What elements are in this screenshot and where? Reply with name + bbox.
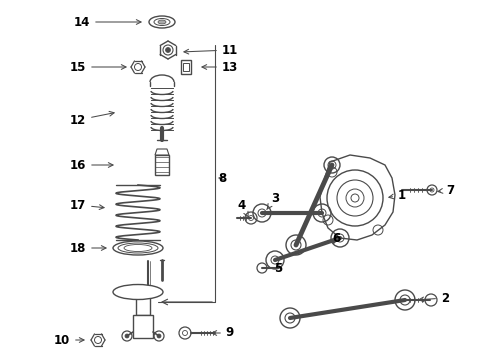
- Text: 8: 8: [218, 171, 225, 185]
- Text: 15: 15: [70, 60, 126, 73]
- Ellipse shape: [149, 16, 175, 28]
- Bar: [133, 315, 153, 338]
- Text: 16: 16: [70, 158, 113, 171]
- Text: 7: 7: [437, 184, 453, 197]
- Text: 18: 18: [70, 242, 106, 255]
- Ellipse shape: [154, 18, 170, 26]
- Circle shape: [350, 194, 358, 202]
- Ellipse shape: [113, 241, 163, 255]
- Text: 1: 1: [388, 189, 405, 202]
- Bar: [183, 63, 189, 71]
- Circle shape: [125, 334, 129, 338]
- Text: 4: 4: [237, 198, 248, 217]
- Ellipse shape: [118, 243, 158, 253]
- Text: 5: 5: [273, 261, 282, 275]
- Ellipse shape: [124, 244, 152, 252]
- Text: 2: 2: [418, 292, 448, 305]
- Text: 6: 6: [331, 231, 340, 244]
- Ellipse shape: [113, 284, 163, 300]
- Text: 13: 13: [202, 60, 238, 73]
- Ellipse shape: [158, 20, 165, 24]
- Text: 11: 11: [183, 44, 238, 57]
- Text: 12: 12: [70, 111, 114, 126]
- Circle shape: [157, 334, 161, 338]
- Text: 9: 9: [211, 327, 234, 339]
- Bar: [181, 60, 191, 74]
- Text: 17: 17: [70, 198, 104, 212]
- Text: 14: 14: [74, 15, 141, 28]
- Text: 10: 10: [54, 333, 84, 346]
- Bar: [155, 155, 169, 175]
- Circle shape: [165, 48, 170, 53]
- Text: 3: 3: [266, 192, 279, 210]
- Bar: [136, 290, 150, 315]
- Polygon shape: [155, 149, 169, 155]
- Polygon shape: [319, 155, 394, 240]
